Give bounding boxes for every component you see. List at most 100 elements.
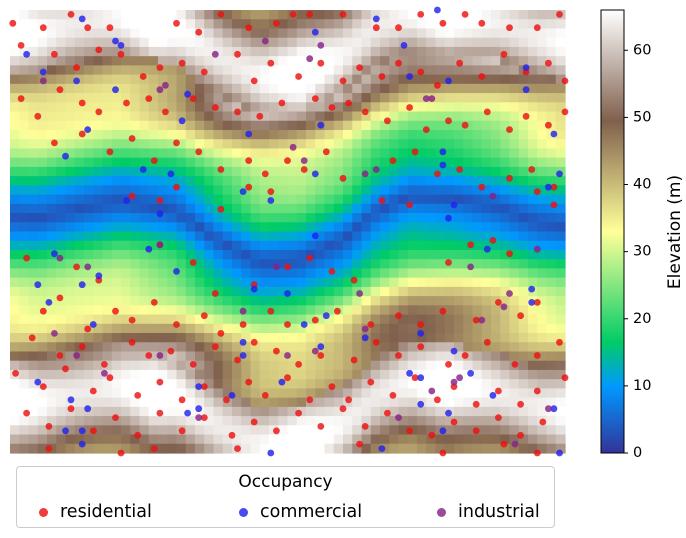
elevation-cell <box>241 28 252 39</box>
elevation-cell <box>278 388 289 399</box>
elevation-cell <box>232 388 242 399</box>
elevation-cell <box>463 46 474 57</box>
elevation-cell <box>361 10 372 20</box>
elevation-cell <box>84 314 94 325</box>
elevation-cell <box>130 379 141 389</box>
elevation-cell <box>352 148 363 159</box>
elevation-cell <box>426 323 437 334</box>
elevation-cell <box>518 425 529 436</box>
elevation-cell <box>463 323 474 334</box>
elevation-cell <box>435 351 446 362</box>
elevation-cell <box>324 56 335 66</box>
elevation-cell <box>518 416 529 426</box>
elevation-cell <box>259 46 270 57</box>
elevation-cell <box>555 369 566 380</box>
elevation-cell <box>500 176 511 186</box>
elevation-cell <box>74 379 85 389</box>
elevation-cell <box>250 425 261 436</box>
elevation-cell <box>417 286 427 297</box>
elevation-cell <box>426 148 437 159</box>
elevation-cell <box>65 369 76 380</box>
elevation-cell <box>407 10 418 20</box>
elevation-cell <box>139 351 150 362</box>
elevation-cell <box>259 10 270 20</box>
elevation-cell <box>500 249 511 260</box>
elevation-cell <box>315 268 326 279</box>
elevation-cell <box>130 286 141 297</box>
elevation-cell <box>47 37 57 48</box>
elevation-cell <box>370 388 381 399</box>
elevation-cell <box>417 416 427 426</box>
elevation-cell <box>93 19 104 30</box>
elevation-cell <box>47 74 57 85</box>
elevation-cell <box>426 37 437 48</box>
elevation-cell <box>472 379 483 389</box>
elevation-cell <box>47 240 57 251</box>
elevation-cell <box>10 157 20 168</box>
elevation-cell <box>500 148 511 159</box>
elevation-cell <box>454 102 464 113</box>
elevation-cell <box>213 120 224 131</box>
elevation-cell <box>500 102 511 113</box>
elevation-cell <box>213 74 224 85</box>
elevation-cell <box>250 93 261 103</box>
elevation-cell <box>37 240 48 251</box>
elevation-cell <box>176 351 187 362</box>
elevation-cell <box>148 323 159 334</box>
elevation-cell <box>509 157 520 168</box>
elevation-cell <box>500 342 511 353</box>
elevation-cell <box>324 333 335 343</box>
elevation-cell <box>28 120 39 131</box>
residential-point <box>178 396 186 404</box>
commercial-point <box>228 392 236 399</box>
elevation-cell <box>241 443 252 454</box>
elevation-cell <box>204 157 215 168</box>
residential-point <box>228 431 236 439</box>
residential-point <box>545 59 552 67</box>
elevation-cell <box>287 111 298 122</box>
elevation-cell <box>232 157 242 168</box>
elevation-cell <box>352 406 363 417</box>
elevation-cell <box>259 277 270 288</box>
elevation-cell <box>204 93 215 103</box>
elevation-cell <box>398 74 409 85</box>
elevation-cell <box>204 277 215 288</box>
residential-point <box>372 24 380 32</box>
elevation-cell <box>93 379 104 389</box>
elevation-cell <box>213 65 224 76</box>
elevation-cell <box>222 314 233 325</box>
elevation-cell <box>10 111 20 122</box>
elevation-cell <box>555 83 566 94</box>
elevation-cell <box>389 65 400 76</box>
elevation-cell <box>324 28 335 39</box>
elevation-cell <box>426 259 437 270</box>
elevation-cell <box>37 296 48 306</box>
elevation-cell <box>315 277 326 288</box>
elevation-cell <box>472 19 483 30</box>
elevation-cell <box>222 129 233 140</box>
residential-point <box>545 121 552 129</box>
elevation-cell <box>398 111 409 122</box>
elevation-cell <box>102 166 113 177</box>
elevation-cell <box>37 434 48 445</box>
residential-point <box>533 449 541 457</box>
elevation-cell <box>139 46 150 57</box>
elevation-cell <box>306 102 316 113</box>
elevation-cell <box>195 443 205 454</box>
residential-point <box>550 183 558 191</box>
elevation-cell <box>500 416 511 426</box>
elevation-cell <box>93 102 104 113</box>
elevation-cell <box>306 286 316 297</box>
elevation-cell <box>278 351 289 362</box>
elevation-cell <box>278 148 289 159</box>
elevation-cell <box>195 120 205 131</box>
elevation-cell <box>324 305 335 316</box>
elevation-cell <box>528 416 538 426</box>
elevation-cell <box>56 443 67 454</box>
elevation-cell <box>518 203 529 214</box>
elevation-cell <box>37 333 48 343</box>
elevation-cell <box>315 74 326 85</box>
residential-point <box>112 414 119 421</box>
elevation-cell <box>121 333 131 343</box>
elevation-cell <box>324 314 335 325</box>
